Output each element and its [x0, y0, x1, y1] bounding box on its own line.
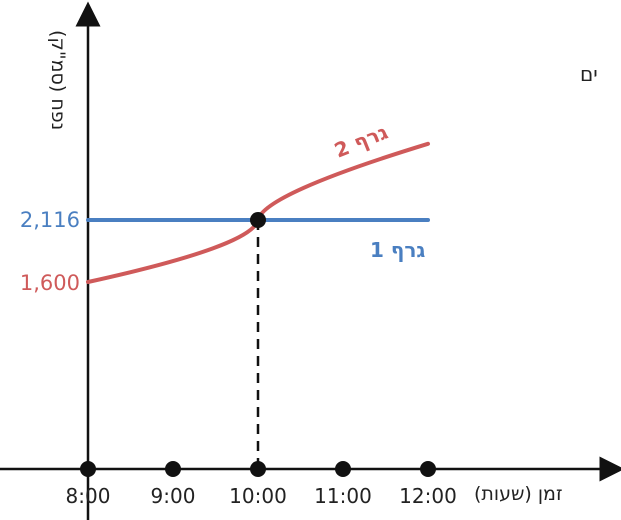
- x-tick-point-3: [335, 461, 351, 477]
- x-tick-point-0: [80, 461, 96, 477]
- x-tick-label-0: 8:00: [66, 484, 111, 508]
- x-tick-label-4: 12:00: [399, 484, 457, 508]
- x-tick-point-1: [165, 461, 181, 477]
- corner-text: ים: [580, 62, 598, 86]
- x-tick-point-2: [250, 461, 266, 477]
- x-tick-label-2: 10:00: [229, 484, 287, 508]
- x-axis-title: זמן (שעות): [474, 483, 563, 505]
- x-tick-point-4: [420, 461, 436, 477]
- y-axis-title: נפח (סמ"ק): [47, 30, 69, 130]
- x-tick-labels: 8:00 9:00 10:00 11:00 12:00: [66, 484, 457, 508]
- x-tick-points: [80, 461, 436, 477]
- x-tick-label-3: 11:00: [314, 484, 372, 508]
- intersection-point: [250, 212, 266, 228]
- x-tick-label-1: 9:00: [151, 484, 196, 508]
- series-1-label: גרף 1: [370, 238, 425, 262]
- y-label-1600: 1,600: [20, 271, 80, 295]
- series-2-label: גרף 2: [331, 120, 391, 163]
- y-label-2116: 2,116: [20, 208, 80, 232]
